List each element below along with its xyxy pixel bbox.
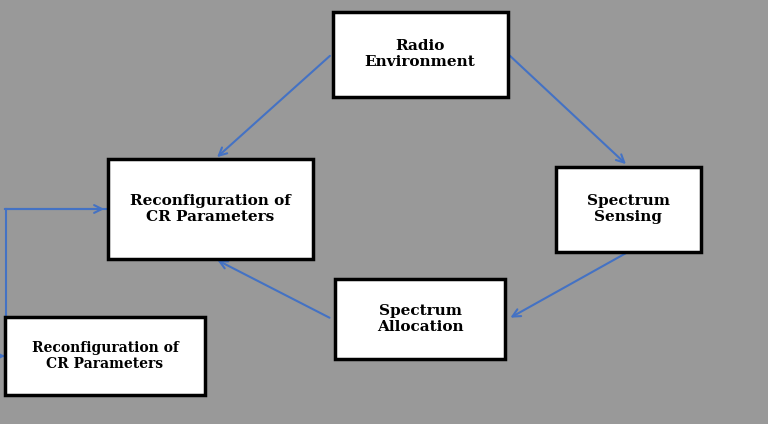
FancyBboxPatch shape	[5, 317, 205, 395]
FancyBboxPatch shape	[335, 279, 505, 359]
Text: Radio
Environment: Radio Environment	[365, 39, 475, 69]
Text: Spectrum
Sensing: Spectrum Sensing	[587, 194, 670, 224]
FancyBboxPatch shape	[108, 159, 313, 259]
FancyBboxPatch shape	[555, 167, 700, 251]
Text: Reconfiguration of
CR Parameters: Reconfiguration of CR Parameters	[130, 194, 290, 224]
FancyBboxPatch shape	[333, 11, 508, 97]
Text: Reconfiguration of
CR Parameters: Reconfiguration of CR Parameters	[31, 341, 178, 371]
Text: Spectrum
Allocation: Spectrum Allocation	[376, 304, 463, 334]
